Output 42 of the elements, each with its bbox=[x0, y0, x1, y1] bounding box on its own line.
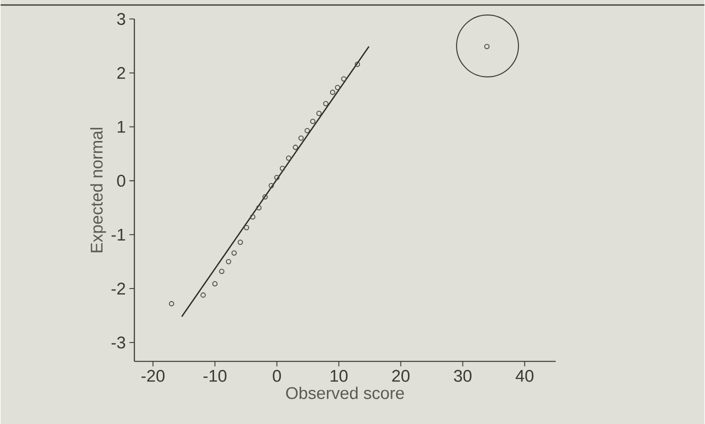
point bbox=[341, 76, 346, 82]
point bbox=[298, 135, 304, 141]
y-tick-label: 1 bbox=[118, 120, 126, 132]
y-tick-label: -3 bbox=[112, 336, 126, 348]
point bbox=[212, 280, 218, 286]
point bbox=[250, 214, 256, 220]
point bbox=[323, 100, 328, 106]
y-axis-title: Expected normal bbox=[90, 128, 106, 252]
point bbox=[262, 194, 268, 200]
point bbox=[226, 258, 232, 264]
point bbox=[330, 90, 336, 95]
point bbox=[304, 128, 310, 134]
point bbox=[316, 110, 322, 116]
y-tick-label: 0 bbox=[117, 174, 126, 187]
point bbox=[484, 44, 490, 49]
point bbox=[286, 155, 292, 161]
x-tick-label: 0 bbox=[272, 370, 281, 382]
point bbox=[231, 250, 237, 256]
point bbox=[200, 292, 206, 298]
point bbox=[268, 182, 274, 188]
point bbox=[334, 84, 340, 90]
point bbox=[256, 204, 262, 210]
point bbox=[354, 61, 360, 67]
point bbox=[244, 224, 250, 230]
x-tick-label: 40 bbox=[516, 370, 534, 382]
y-tick-label: -1 bbox=[112, 228, 126, 240]
point bbox=[280, 166, 286, 171]
x-tick-label: -10 bbox=[203, 370, 226, 382]
point bbox=[292, 144, 298, 150]
x-tick-label: 30 bbox=[454, 370, 472, 382]
y-tick-label: 2 bbox=[117, 66, 126, 79]
x-tick-label: 20 bbox=[392, 370, 410, 382]
x-tick-label: -20 bbox=[141, 370, 165, 382]
point bbox=[238, 239, 243, 245]
point bbox=[168, 300, 174, 306]
point bbox=[219, 268, 224, 274]
point bbox=[310, 118, 316, 124]
x-tick-label: 10 bbox=[330, 370, 348, 382]
point bbox=[274, 174, 280, 180]
x-axis-title: Observed score bbox=[286, 386, 404, 399]
y-tick-label: 3 bbox=[117, 12, 126, 25]
y-tick-label: -2 bbox=[112, 282, 126, 294]
